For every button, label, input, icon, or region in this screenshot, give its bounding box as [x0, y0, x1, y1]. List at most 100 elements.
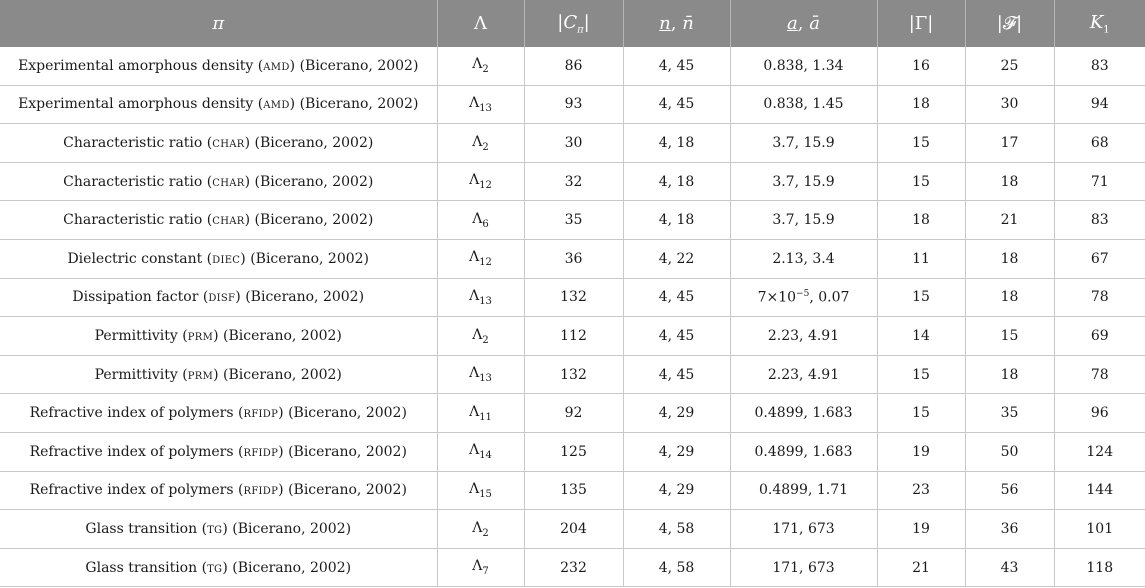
n-cell: 4, 29 — [623, 432, 731, 472]
property-cell: Experimental amorphous density (amd) (Bi… — [0, 47, 438, 86]
c-cell: 204 — [524, 509, 624, 549]
property-cell: Permittivity (prm) (Bicerano, 2002) — [0, 316, 438, 356]
property-cell: Refractive index of polymers (rfidp) (Bi… — [0, 432, 438, 472]
k1-cell: 67 — [1054, 239, 1145, 279]
property-abbr: diec — [212, 250, 241, 267]
property-cell: Experimental amorphous density (amd) (Bi… — [0, 85, 438, 125]
c-cell: 232 — [524, 548, 624, 588]
table-row: Glass transition (tg) (Bicerano, 2002) Λ7… — [0, 548, 1145, 588]
a-cell: 2.13, 3.4 — [730, 239, 878, 279]
gamma-cell: 15 — [877, 162, 966, 202]
header-k1: K1 — [1054, 0, 1145, 47]
a-cell: 3.7, 15.9 — [730, 162, 878, 202]
c-cell: 92 — [524, 393, 624, 433]
header-n: n, n̄ — [623, 0, 731, 47]
property-abbr: tg — [207, 559, 223, 576]
k1-cell: 124 — [1054, 432, 1145, 472]
c-cell: 132 — [524, 278, 624, 318]
f-cell: 43 — [965, 548, 1055, 588]
a-cell: 0.838, 1.34 — [730, 47, 878, 86]
gamma-cell: 18 — [877, 85, 966, 125]
header-pi: π — [0, 0, 438, 47]
gamma-cell: 15 — [877, 355, 966, 395]
k1-cell: 68 — [1054, 123, 1145, 163]
property-abbr: prm — [187, 327, 214, 344]
gamma-cell: 23 — [877, 471, 966, 511]
f-cell: 21 — [965, 200, 1055, 240]
property-cell: Characteristic ratio (char) (Bicerano, 2… — [0, 200, 438, 240]
n-cell: 4, 58 — [623, 548, 731, 588]
gamma-cell: 11 — [877, 239, 966, 279]
k1-cell: 83 — [1054, 47, 1145, 86]
table-row: Refractive index of polymers (rfidp) (Bi… — [0, 432, 1145, 472]
k1-cell: 94 — [1054, 85, 1145, 125]
a-cell: 0.4899, 1.71 — [730, 471, 878, 511]
gamma-cell: 15 — [877, 278, 966, 318]
header-row: π Λ |Cπ| n, n̄ a, ā |Γ| |𝓕| K1 — [0, 0, 1145, 47]
a-cell: 2.23, 4.91 — [730, 355, 878, 395]
gamma-cell: 19 — [877, 509, 966, 549]
lambda-cell: Λ2 — [437, 123, 525, 163]
table-row: Refractive index of polymers (rfidp) (Bi… — [0, 393, 1145, 433]
gamma-cell: 21 — [877, 548, 966, 588]
header-gamma: |Γ| — [877, 0, 966, 47]
property-cell: Dissipation factor (disf) (Bicerano, 200… — [0, 278, 438, 318]
lambda-cell: Λ7 — [437, 548, 525, 588]
k1-cell: 96 — [1054, 393, 1145, 433]
f-cell: 35 — [965, 393, 1055, 433]
k1-cell: 78 — [1054, 278, 1145, 318]
header-a: a, ā — [730, 0, 878, 47]
gamma-cell: 16 — [877, 47, 966, 86]
property-abbr: prm — [187, 366, 214, 383]
table-row: Glass transition (tg) (Bicerano, 2002) Λ2… — [0, 509, 1145, 549]
a-cell: 171, 673 — [730, 548, 878, 588]
c-cell: 86 — [524, 47, 624, 86]
k1-cell: 78 — [1054, 355, 1145, 395]
property-abbr: amd — [263, 96, 290, 113]
f-cell: 15 — [965, 316, 1055, 356]
f-cell: 25 — [965, 47, 1055, 86]
n-cell: 4, 58 — [623, 509, 731, 549]
property-abbr: tg — [207, 520, 223, 537]
lambda-cell: Λ13 — [437, 355, 525, 395]
table-row: Characteristic ratio (char) (Bicerano, 2… — [0, 162, 1145, 202]
header-lambda: Λ — [437, 0, 525, 47]
property-cell: Dielectric constant (diec) (Bicerano, 20… — [0, 239, 438, 279]
table-row: Dissipation factor (disf) (Bicerano, 200… — [0, 278, 1145, 318]
lambda-cell: Λ6 — [437, 200, 525, 240]
property-abbr: amd — [263, 57, 290, 74]
f-cell: 18 — [965, 162, 1055, 202]
gamma-cell: 15 — [877, 123, 966, 163]
lambda-cell: Λ2 — [437, 316, 525, 356]
f-cell: 18 — [965, 278, 1055, 318]
f-cell: 18 — [965, 355, 1055, 395]
n-cell: 4, 18 — [623, 162, 731, 202]
table-row: Experimental amorphous density (amd) (Bi… — [0, 47, 1145, 86]
n-cell: 4, 29 — [623, 393, 731, 433]
property-cell: Characteristic ratio (char) (Bicerano, 2… — [0, 123, 438, 163]
k1-cell: 101 — [1054, 509, 1145, 549]
lambda-cell: Λ12 — [437, 162, 525, 202]
header-c-pi: |Cπ| — [524, 0, 624, 47]
property-abbr: rfidp — [243, 405, 279, 422]
header-f: |𝓕| — [965, 0, 1055, 47]
lambda-cell: Λ15 — [437, 471, 525, 511]
a-cell: 0.4899, 1.683 — [730, 393, 878, 433]
property-cell: Glass transition (tg) (Bicerano, 2002) — [0, 548, 438, 588]
lambda-cell: Λ13 — [437, 278, 525, 318]
property-cell: Characteristic ratio (char) (Bicerano, 2… — [0, 162, 438, 202]
lambda-cell: Λ2 — [437, 47, 525, 86]
property-abbr: char — [212, 173, 245, 190]
lambda-cell: Λ12 — [437, 239, 525, 279]
c-cell: 36 — [524, 239, 624, 279]
property-cell: Refractive index of polymers (rfidp) (Bi… — [0, 393, 438, 433]
table-row: Characteristic ratio (char) (Bicerano, 2… — [0, 123, 1145, 163]
gamma-cell: 19 — [877, 432, 966, 472]
property-abbr: disf — [208, 289, 236, 306]
f-cell: 18 — [965, 239, 1055, 279]
property-cell: Refractive index of polymers (rfidp) (Bi… — [0, 471, 438, 511]
property-abbr: rfidp — [243, 443, 279, 460]
a-cell: 7×10−5, 0.07 — [730, 278, 878, 318]
a-cell: 0.838, 1.45 — [730, 85, 878, 125]
